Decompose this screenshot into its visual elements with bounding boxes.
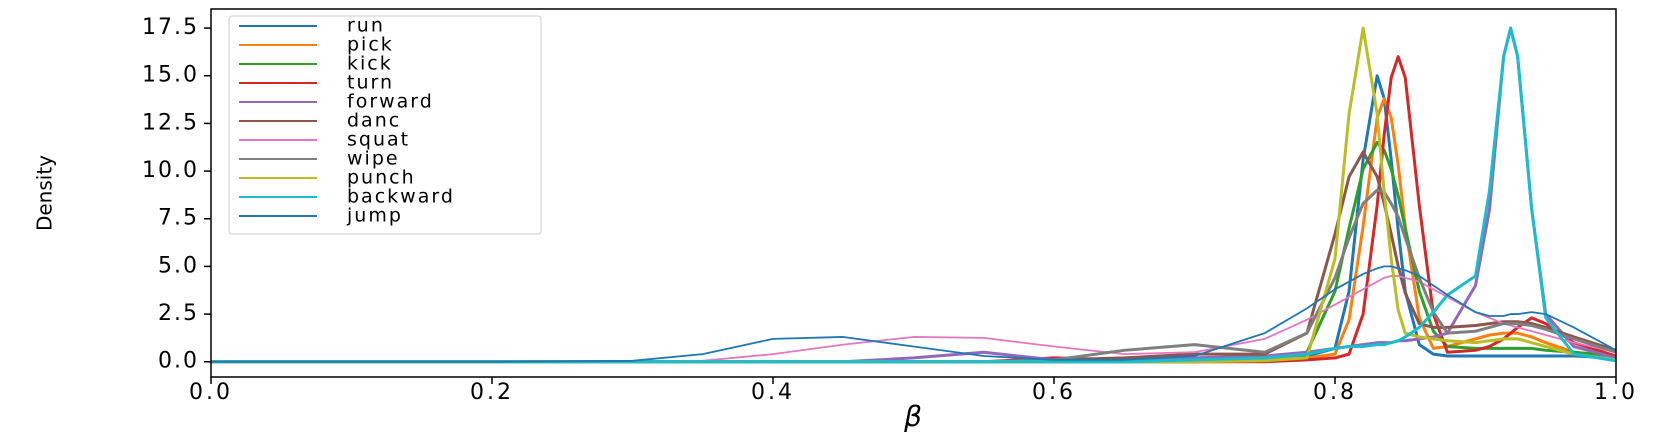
plot-frame (210, 8, 1617, 378)
legend-label: run (347, 15, 385, 37)
density-line (211, 265, 1617, 363)
y-tick-label: 7.5 (158, 206, 199, 231)
y-tick-label: 17.5 (142, 15, 199, 40)
y-tick-label: 15.0 (142, 63, 199, 88)
density-line (211, 26, 1617, 364)
legend-label: pick (347, 34, 394, 56)
x-axis-label: β (903, 400, 922, 433)
legend-label: turn (347, 72, 394, 94)
x-tick-label: 0.2 (470, 380, 514, 405)
legend-label: danc (347, 110, 401, 132)
x-tick-label: 0.6 (1032, 380, 1076, 405)
x-tick-label: 0.8 (1313, 380, 1357, 405)
legend: runpickkickturnforwarddancsquatwipepunch… (228, 15, 542, 235)
legend-label: kick (347, 53, 393, 75)
x-tick-label: 0.0 (189, 380, 233, 405)
y-tick-label: 2.5 (158, 301, 199, 326)
legend-label: squat (347, 129, 410, 151)
x-tick-label: 1.0 (1594, 380, 1638, 405)
legend-label: punch (347, 167, 416, 189)
legend-label: jump (346, 205, 403, 227)
y-tick-label: 5.0 (158, 253, 199, 278)
y-axis-label: Density (33, 155, 57, 231)
y-tick-label: 0.0 (158, 349, 199, 374)
legend-label: wipe (347, 148, 400, 170)
y-tick-label: 12.5 (142, 110, 199, 135)
y-tick-label: 10.0 (142, 158, 199, 183)
legend-box (228, 15, 542, 235)
legend-label: forward (347, 91, 434, 113)
x-tick-label: 0.4 (751, 380, 795, 405)
legend-label: backward (347, 186, 455, 208)
